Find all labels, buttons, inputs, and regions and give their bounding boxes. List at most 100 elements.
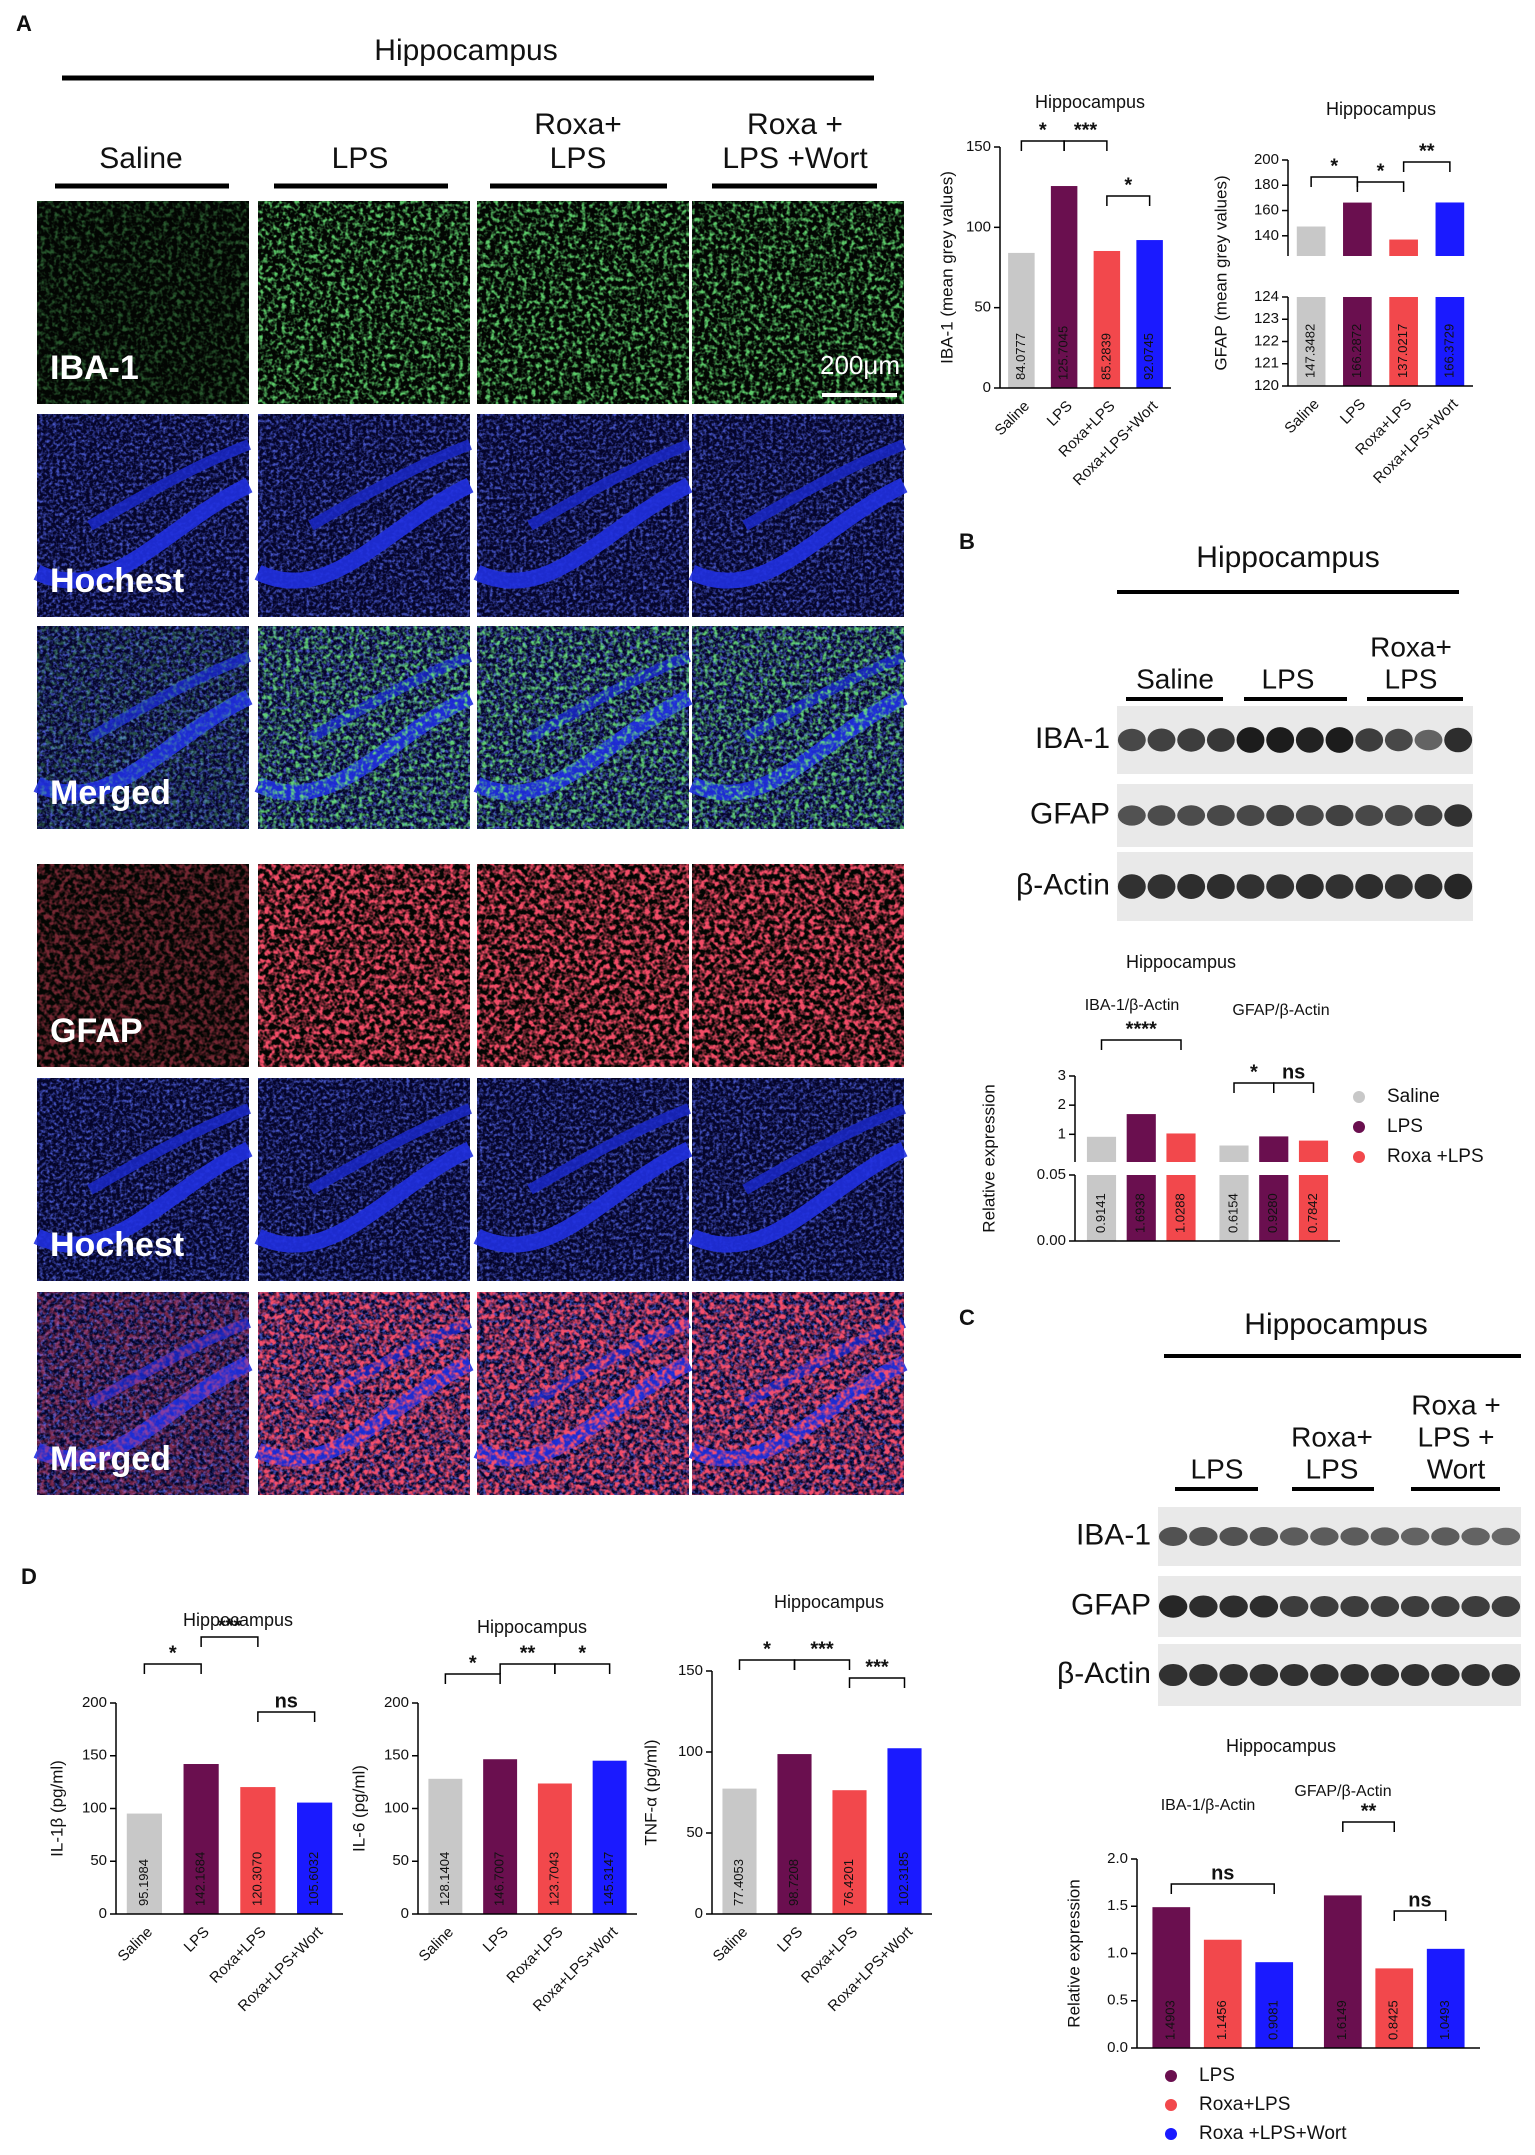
y-tick-label: 0.0: [1107, 2039, 1128, 2056]
significance-label: ***: [865, 1656, 889, 1678]
y-tick-label: 100: [384, 1799, 409, 1816]
blot-band: [1158, 1595, 1188, 1618]
y-axis-label: IL-1β (pg/ml): [47, 1760, 66, 1857]
row-label: Hochest: [50, 1226, 184, 1264]
legend-label: Roxa +LPS+Wort: [1199, 2123, 1347, 2144]
value-label: 137.0217: [1395, 324, 1410, 378]
significance-bracket: [1106, 195, 1151, 206]
hippocampal-band: [527, 439, 691, 531]
hippocampal-band: [527, 1103, 691, 1195]
bar: [1255, 1962, 1294, 2048]
value-label: 0.7842: [1305, 1193, 1320, 1233]
hippocampal-band: [688, 477, 908, 589]
legend-marker: [1165, 2099, 1177, 2111]
blot-band: [1249, 1595, 1279, 1618]
legend-label: Roxa +LPS: [1387, 1146, 1484, 1167]
chart-title: Hippocampus: [477, 1617, 587, 1637]
significance-bracket: [793, 1659, 851, 1670]
blot-band: [1400, 1527, 1430, 1546]
value-label: 1.1456: [1214, 2000, 1229, 2040]
y-axis-label: Relative expression: [1064, 1879, 1083, 2027]
hippocampal-band: [87, 1103, 251, 1195]
hippocampal-band: [742, 439, 906, 531]
blot-band: [1219, 1595, 1248, 1618]
y-tick-label: 200: [1254, 151, 1279, 168]
y-tick-label: 0: [695, 1905, 703, 1922]
value-label: 1.6149: [1334, 2000, 1349, 2040]
significance-label: ***: [218, 1615, 242, 1637]
blot-band: [1206, 728, 1235, 752]
blot-band: [1370, 1596, 1400, 1617]
legend-marker: [1353, 1091, 1365, 1103]
blot-band: [1266, 727, 1295, 753]
blot-title: Hippocampus: [1244, 1308, 1427, 1341]
y-axis-label: IBA-1 (mean grey values): [937, 171, 956, 364]
y-tick-label: 124: [1254, 288, 1279, 305]
row-label: Merged: [50, 774, 171, 812]
bar: [1093, 250, 1121, 388]
y-tick-label: 1.5: [1107, 1897, 1128, 1914]
blot-row-label: IBA-1: [1076, 1518, 1151, 1551]
blot-band: [1355, 805, 1384, 826]
hippocampal-band: [308, 439, 472, 531]
significance-bracket: [1273, 1082, 1315, 1093]
bar: [1126, 1114, 1156, 1241]
iba1-stain: [258, 626, 470, 829]
y-axis-label: GFAP (mean grey values): [1211, 175, 1230, 370]
blot-band: [1177, 728, 1206, 752]
blot-band: [1219, 1527, 1248, 1546]
blot-band: [1384, 728, 1413, 752]
y-tick-label: 150: [384, 1747, 409, 1764]
hippocampal-band: [688, 1141, 908, 1253]
bar: [428, 1778, 463, 1914]
value-label: 77.4053: [731, 1859, 746, 1906]
y-tick-label: 100: [966, 218, 991, 235]
panel-letter: B: [959, 529, 975, 554]
panel-letter: C: [959, 1305, 975, 1330]
iba1-stain: [692, 626, 904, 829]
chart-title: Hippocampus: [1326, 99, 1436, 119]
blot-band: [1295, 874, 1324, 899]
bar: [1152, 1907, 1191, 2048]
gfap-stain: [37, 1292, 249, 1495]
significance-bracket: [200, 1636, 259, 1647]
bar: [832, 1790, 867, 1914]
row-label: IBA-1: [50, 349, 139, 387]
y-tick-label: 150: [678, 1662, 703, 1679]
y-tick-label: 200: [384, 1694, 409, 1711]
hippocampal-band: [473, 477, 693, 589]
y-tick-label: 100: [82, 1799, 107, 1816]
value-label: 166.3729: [1441, 324, 1456, 378]
legend-marker: [1353, 1121, 1365, 1133]
row-label: GFAP: [50, 1012, 143, 1050]
value-label: 1.0288: [1172, 1193, 1187, 1233]
value-label: 102.3185: [896, 1852, 911, 1906]
blot-band: [1431, 1596, 1460, 1617]
axis-break-gap: [1287, 256, 1474, 297]
blot-band: [1147, 805, 1176, 826]
x-tick-label: LPS: [1337, 396, 1369, 428]
value-label: 166.2872: [1349, 324, 1364, 378]
significance-bracket: [1402, 161, 1451, 172]
value-label: 105.6032: [306, 1852, 321, 1906]
panel-letter: A: [16, 11, 32, 36]
bar: [1086, 1136, 1117, 1241]
blot-band: [1431, 1663, 1460, 1687]
bar: [1426, 1948, 1465, 2048]
blot-band: [1266, 804, 1295, 827]
column-header: LPS: [332, 142, 389, 175]
significance-bracket: [1233, 1082, 1275, 1093]
blot-band: [1117, 805, 1146, 826]
significance-bracket: [554, 1663, 611, 1674]
significance-label: *: [1250, 1061, 1258, 1083]
blot-band: [1491, 1596, 1521, 1617]
value-label: 98.7208: [786, 1859, 801, 1906]
blot-title: Hippocampus: [1196, 541, 1379, 574]
y-tick-label: 0.5: [1107, 1992, 1128, 2009]
gfap-stain: [37, 864, 249, 1067]
blot-band: [1177, 874, 1206, 899]
blot-strip: [1158, 1576, 1521, 1637]
y-tick-label: 100: [678, 1743, 703, 1760]
